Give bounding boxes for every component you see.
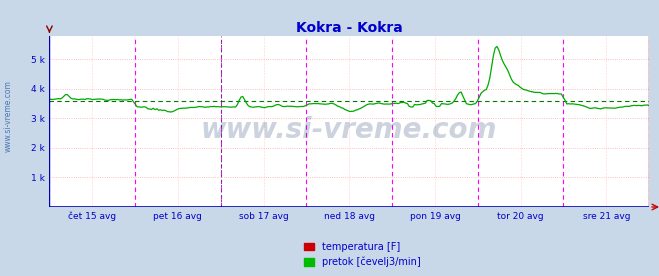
- Text: www.si-vreme.com: www.si-vreme.com: [3, 80, 13, 152]
- Legend: temperatura [F], pretok [čevelj3/min]: temperatura [F], pretok [čevelj3/min]: [301, 238, 424, 271]
- Text: www.si-vreme.com: www.si-vreme.com: [201, 116, 498, 144]
- Title: Kokra - Kokra: Kokra - Kokra: [296, 21, 403, 35]
